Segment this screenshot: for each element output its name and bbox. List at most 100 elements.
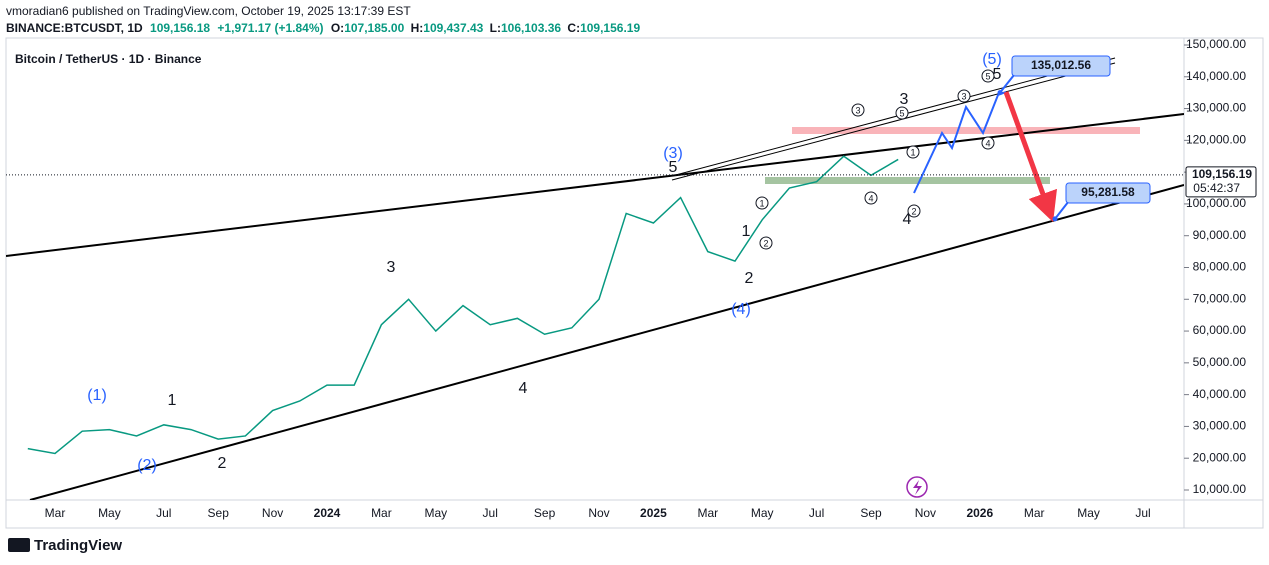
wave-circle	[907, 204, 921, 218]
y-tick-label: 120,000.00	[1186, 133, 1246, 147]
wave-label: 2	[218, 455, 227, 472]
wave-circle	[755, 196, 769, 210]
wave-label: 2	[745, 270, 754, 287]
wave-label: 4	[903, 211, 912, 228]
ohlc-value: 107,185.00	[344, 21, 404, 35]
y-tick-label: 90,000.00	[1193, 228, 1247, 242]
event-icon	[906, 476, 928, 498]
price-tag-label: 109,156.19	[1192, 167, 1252, 181]
wave-circle	[981, 136, 995, 150]
y-tick-label: 70,000.00	[1193, 291, 1247, 305]
wave-label: 5	[985, 71, 990, 81]
projection-path	[913, 91, 1007, 194]
wave-label: 5	[993, 66, 1002, 83]
ohlc-value: 106,103.36	[501, 21, 561, 35]
channel-line	[671, 57, 1116, 177]
x-tick-label: Mar	[697, 506, 718, 520]
x-tick-label: 2026	[966, 506, 993, 520]
x-tick-label: Mar	[45, 506, 66, 520]
resistance-zone	[792, 127, 1140, 134]
wave-label: (2)	[137, 457, 157, 474]
frame	[5, 37, 1264, 529]
change: +1,971.17 (+1.84%)	[217, 21, 323, 35]
event-icon	[913, 480, 922, 495]
target-point	[1052, 216, 1058, 222]
x-tick-label: Sep	[208, 506, 230, 520]
wave-circle	[851, 103, 865, 117]
symbol-line: BINANCE:BTCUSDT, 1D 109,156.18 +1,971.17…	[6, 21, 640, 35]
x-tick-label: May	[424, 506, 447, 520]
x-tick-label: Jul	[1135, 506, 1150, 520]
support-zone	[765, 177, 1050, 184]
wave-label: 4	[868, 193, 873, 203]
x-tick-label: Mar	[371, 506, 392, 520]
wave-label: 5	[669, 159, 678, 176]
wave-label: 5	[899, 108, 904, 118]
wave-label: 3	[387, 259, 396, 276]
y-tick-label: 150,000.00	[1186, 37, 1246, 51]
x-tick-label: Jul	[483, 506, 498, 520]
projection-arrow	[1003, 91, 1057, 223]
symbol: BINANCE:BTCUSDT, 1D	[6, 21, 143, 35]
x-tick-label: May	[751, 506, 774, 520]
ohlc-label: O:	[331, 21, 344, 35]
ohlc-label: C:	[567, 21, 580, 35]
price: 109,156.18	[150, 21, 210, 35]
y-tick-label: 50,000.00	[1193, 355, 1247, 369]
x-tick-label: Mar	[1024, 506, 1045, 520]
wave-label: 2	[763, 238, 768, 248]
ohlc-value: 109,156.19	[580, 21, 640, 35]
x-tick-label: May	[1077, 506, 1100, 520]
countdown: 05:42:37	[1193, 181, 1240, 195]
logo	[8, 538, 30, 552]
x-tick-label: Sep	[534, 506, 556, 520]
y-tick-label: 130,000.00	[1186, 101, 1246, 115]
target-label: 135,012.56	[1031, 58, 1091, 72]
wave-label: 1	[168, 392, 177, 409]
y-tick-label: 40,000.00	[1193, 387, 1247, 401]
chart-title: Bitcoin / TetherUS · 1D · Binance	[15, 52, 202, 66]
wave-circle	[895, 106, 909, 120]
brand: TradingView	[34, 537, 122, 554]
trend-line	[6, 113, 1184, 257]
wave-circle	[864, 191, 878, 205]
x-tick-label: 2025	[640, 506, 667, 520]
ohlc-label: L:	[490, 21, 501, 35]
x-tick-label: Jul	[809, 506, 824, 520]
wave-label: (5)	[982, 51, 1002, 68]
wave-label: 1	[742, 223, 751, 240]
wave-label: 3	[961, 91, 966, 101]
x-tick-label: Nov	[915, 506, 936, 520]
wave-circle	[906, 145, 920, 159]
wave-label: 1	[910, 147, 915, 157]
wave-circle	[957, 89, 971, 103]
y-tick-label: 80,000.00	[1193, 260, 1247, 274]
wave-label: 3	[855, 105, 860, 115]
wave-label: (3)	[663, 145, 683, 162]
wave-circle	[759, 236, 773, 250]
y-tick-label: 60,000.00	[1193, 323, 1247, 337]
wave-label: 3	[900, 91, 909, 108]
x-tick-label: Nov	[262, 506, 283, 520]
wave-label: (4)	[731, 301, 751, 318]
wave-label: 4	[985, 138, 990, 148]
published-line: vmoradian6 published on TradingView.com,…	[6, 4, 411, 18]
trend-line	[29, 184, 1184, 500]
wave-label: 1	[759, 198, 764, 208]
x-tick-label: Sep	[860, 506, 882, 520]
target-box	[1065, 182, 1151, 204]
channel-line	[671, 62, 1116, 181]
x-tick-label: May	[98, 506, 121, 520]
plot-area	[6, 57, 1184, 500]
y-tick-label: 100,000.00	[1186, 196, 1246, 210]
wave-label: 2	[911, 206, 916, 216]
wave-label: (1)	[87, 387, 107, 404]
ohlc-value: 109,437.43	[423, 21, 483, 35]
y-tick-label: 30,000.00	[1193, 419, 1247, 433]
target-box	[1011, 55, 1111, 77]
target-point	[997, 90, 1003, 96]
price-line	[27, 155, 899, 455]
x-tick-label: Nov	[588, 506, 609, 520]
x-tick-label: Jul	[156, 506, 171, 520]
